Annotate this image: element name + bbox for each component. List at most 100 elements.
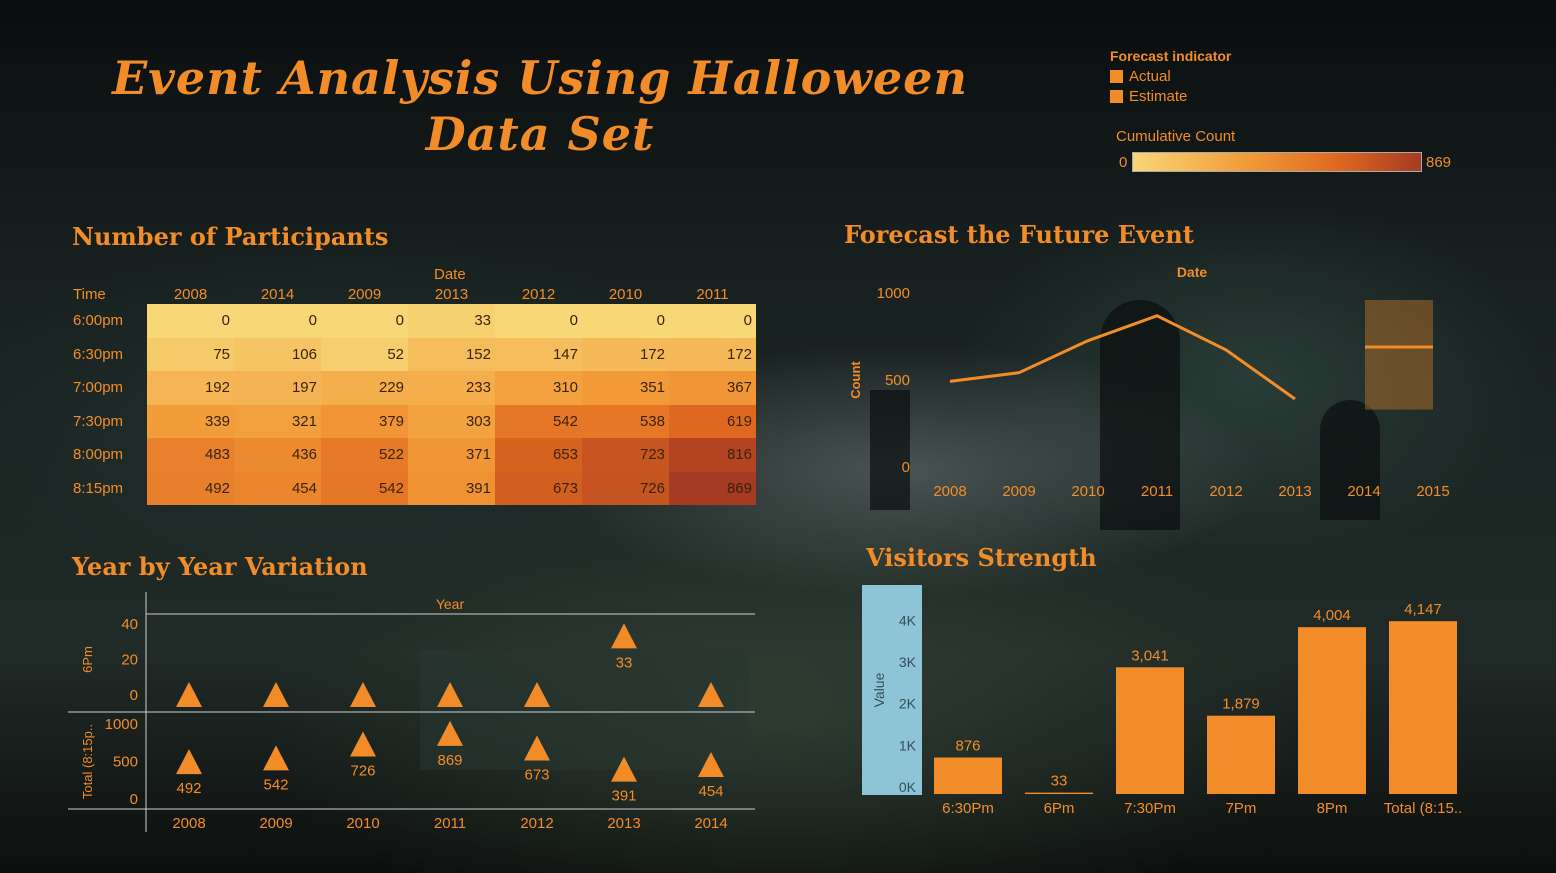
variation-marker[interactable] [524,682,550,707]
visitors-x-tick: 6:30Pm [942,800,994,817]
visitors-x-tick: 7Pm [1226,800,1257,817]
column-header: 2012 [521,286,556,303]
heat-cell: 52 [321,337,408,371]
variation-x-tick: 2014 [694,815,727,832]
legend-swatch [1110,70,1123,83]
column-header: 2010 [608,286,643,303]
heat-cell: 723 [582,438,669,472]
visitors-bar[interactable] [1025,792,1093,794]
heat-cell: 229 [321,371,408,405]
visitors-bar[interactable] [1207,715,1275,794]
variation-marker[interactable] [350,731,376,757]
heat-cell: 0 [582,304,669,338]
visitors-data-label: 3,041 [1131,647,1169,664]
variation-marker[interactable] [611,756,637,782]
variation-marker[interactable] [611,623,637,649]
heat-cell: 0 [147,304,234,338]
visitors-data-label: 4,147 [1404,601,1442,618]
row-header: Time [73,286,106,303]
visitors-title: Visitors Strength [866,543,1097,572]
visitors-y-tick: 4K [899,612,917,628]
variation-y-tick: 1000 [105,716,138,733]
heat-cell: 147 [495,337,582,371]
heat-cell: 172 [582,337,669,371]
heat-cell: 673 [495,471,582,505]
visitors-bar[interactable] [934,757,1002,795]
heat-cell: 542 [321,471,408,505]
forecast-x-tick: 2009 [1002,483,1035,500]
heat-cell: 0 [669,304,756,338]
variation-marker[interactable] [698,751,724,777]
heat-cell: 321 [234,404,321,438]
row-label: 8:00pm [73,446,124,463]
heat-cell: 371 [408,438,495,472]
cumulative-color-ramp [1132,152,1422,172]
variation-marker[interactable] [437,720,463,746]
panel-label: 6Pm [80,646,95,673]
variation-marker[interactable] [263,682,289,707]
column-header: 2008 [173,286,208,303]
heat-cell: 33 [408,304,495,338]
heat-cell: 492 [147,471,234,505]
variation-y-tick: 0 [130,687,138,704]
forecast-x-tick: 2008 [933,483,966,500]
variation-marker[interactable] [524,735,550,761]
visitors-y-tick: 2K [899,696,917,712]
heat-cell: 172 [669,337,756,371]
variation-x-tick: 2013 [607,815,640,832]
dashboard-title: Event Analysis Using Halloween Data Set [112,51,968,161]
heat-cell: 619 [669,404,756,438]
variation-marker[interactable] [176,682,202,707]
variation-data-label: 492 [176,780,201,797]
legend-title: Forecast indicator [1110,48,1232,64]
panel-label: Total (8:15p.. [80,724,95,799]
variation-x-label: Year [436,596,465,612]
variation-title: Year by Year Variation [72,552,368,581]
visitors-bar[interactable] [1298,627,1366,794]
variation-data-label: 391 [611,788,636,805]
variation-y-tick: 0 [130,791,138,808]
legend-item-estimate[interactable]: Estimate [1110,88,1231,105]
variation-y-tick: 500 [113,754,138,771]
heat-cell: 816 [669,438,756,472]
forecast-y-tick: 500 [885,372,910,389]
forecast-x-tick: 2010 [1071,483,1104,500]
variation-marker[interactable] [698,682,724,707]
variation-marker[interactable] [350,682,376,707]
column-header: 2011 [696,286,729,303]
visitors-x-tick: 7:30Pm [1124,800,1176,817]
variation-marker[interactable] [176,749,202,775]
visitors-data-label: 876 [955,738,980,755]
cumulative-legend-title: Cumulative Count [1116,128,1236,145]
heat-cell: 454 [234,471,321,505]
heat-cell: 436 [234,438,321,472]
heat-cell: 75 [147,337,234,371]
heat-cell: 152 [408,337,495,371]
heat-cell: 483 [147,438,234,472]
forecast-x-tick: 2015 [1416,483,1449,500]
visitors-bar[interactable] [1116,667,1184,794]
variation-data-label: 726 [350,763,375,780]
variation-data-label: 869 [437,752,462,769]
heat-cell: 233 [408,371,495,405]
participants-title: Number of Participants [72,222,389,251]
variation-marker[interactable] [437,682,463,707]
actual-line [949,314,1296,401]
variation-x-tick: 2011 [434,815,466,832]
legend-item-actual[interactable]: Actual [1110,68,1231,85]
cumulative-max: 869 [1426,154,1452,171]
visitors-x-tick: 8Pm [1317,800,1348,817]
background-tomb-4 [420,650,750,770]
heat-cell: 869 [669,471,756,505]
heat-cell: 542 [495,404,582,438]
background-tomb-2 [870,390,910,510]
estimate-band [1365,299,1433,410]
heat-cell: 538 [582,404,669,438]
forecast-y-tick: 1000 [877,285,910,302]
variation-marker[interactable] [263,745,289,771]
visitors-x-tick: Total (8:15.. [1384,800,1462,817]
heat-cell: 310 [495,371,582,405]
visitors-bar[interactable] [1389,621,1457,794]
heat-cell: 339 [147,404,234,438]
visitors-x-tick: 6Pm [1044,800,1075,817]
